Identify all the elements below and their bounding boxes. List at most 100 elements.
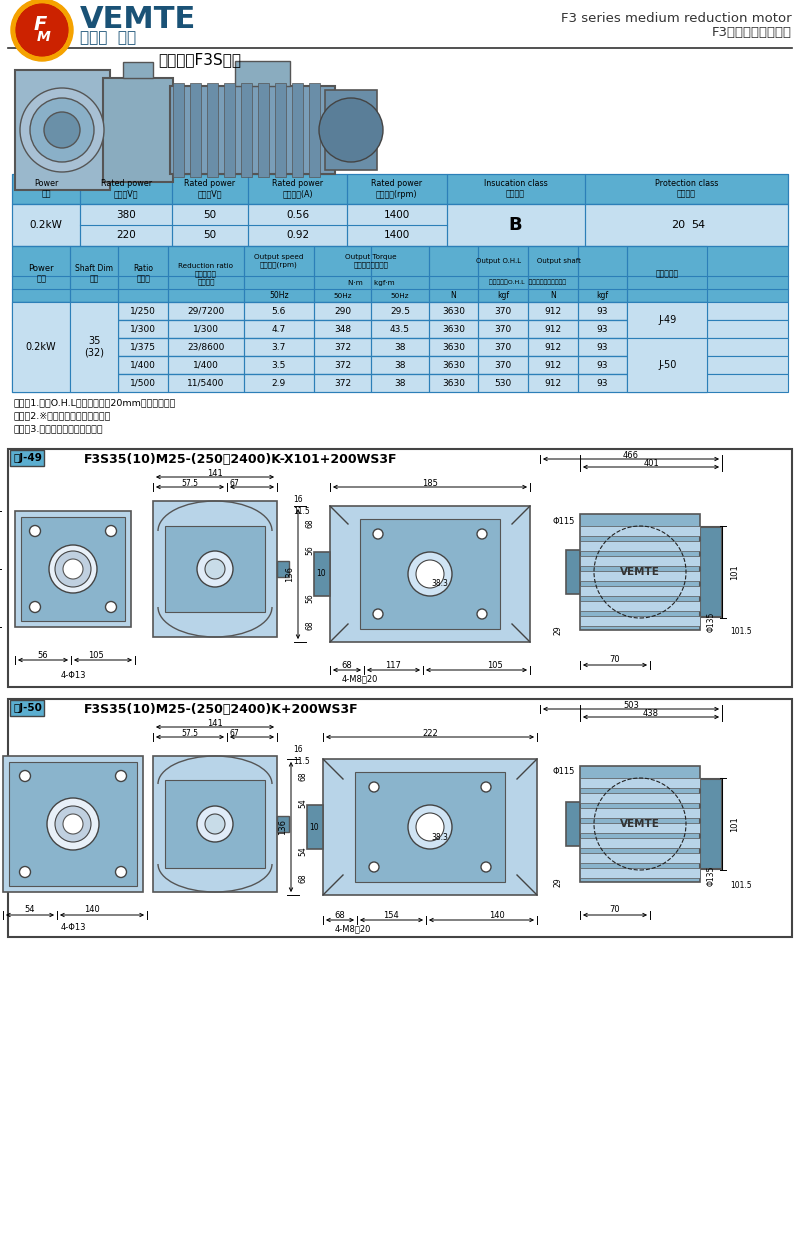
Circle shape bbox=[55, 551, 91, 587]
Bar bbox=[528, 246, 578, 302]
Text: Rated power
額定電流(A): Rated power 額定電流(A) bbox=[272, 180, 323, 199]
Text: F3 series medium reduction motor: F3 series medium reduction motor bbox=[562, 11, 792, 25]
Text: 380: 380 bbox=[116, 209, 136, 219]
Bar bbox=[9, 763, 137, 886]
Text: 68: 68 bbox=[306, 519, 314, 527]
Bar bbox=[566, 550, 580, 594]
Text: 141: 141 bbox=[207, 718, 223, 728]
Bar bbox=[15, 511, 131, 626]
Text: 4-M8深20: 4-M8深20 bbox=[335, 925, 371, 933]
Text: 136: 136 bbox=[286, 566, 294, 582]
Text: 185: 185 bbox=[422, 479, 438, 488]
Bar bbox=[12, 357, 70, 374]
Bar bbox=[12, 357, 788, 374]
Bar bbox=[478, 302, 528, 319]
Text: 56: 56 bbox=[306, 545, 314, 555]
Text: 5.6: 5.6 bbox=[272, 307, 286, 316]
Bar bbox=[528, 302, 578, 319]
Bar bbox=[371, 302, 429, 319]
Text: 圖J-50: 圖J-50 bbox=[13, 703, 42, 713]
Text: 101: 101 bbox=[730, 565, 739, 579]
Text: 57.5: 57.5 bbox=[182, 479, 198, 488]
Text: 912: 912 bbox=[544, 324, 562, 333]
Bar bbox=[528, 338, 578, 357]
Text: 3.5: 3.5 bbox=[272, 360, 286, 369]
Text: 68: 68 bbox=[298, 873, 307, 883]
Text: 38: 38 bbox=[394, 343, 406, 352]
Text: 370: 370 bbox=[494, 324, 512, 333]
Text: 222: 222 bbox=[422, 728, 438, 738]
Text: 54: 54 bbox=[298, 846, 307, 855]
Text: 912: 912 bbox=[544, 360, 562, 369]
Circle shape bbox=[319, 98, 383, 162]
Text: 56: 56 bbox=[306, 593, 314, 603]
Text: 912: 912 bbox=[544, 343, 562, 352]
Circle shape bbox=[49, 545, 97, 593]
Text: 同心中空F3S系列: 同心中空F3S系列 bbox=[158, 52, 242, 68]
Bar bbox=[12, 319, 70, 338]
Text: 101: 101 bbox=[730, 816, 739, 832]
Bar bbox=[360, 519, 500, 629]
Circle shape bbox=[30, 98, 94, 162]
Bar bbox=[429, 319, 478, 338]
Bar bbox=[12, 374, 70, 392]
Bar bbox=[580, 766, 700, 881]
Circle shape bbox=[19, 770, 30, 781]
Bar bbox=[478, 374, 528, 392]
Text: 3630: 3630 bbox=[442, 360, 465, 369]
Text: 29/7200: 29/7200 bbox=[187, 307, 225, 316]
Text: 38.3: 38.3 bbox=[431, 579, 449, 588]
Text: 3.括號（）為實心軸軸徑。: 3.括號（）為實心軸軸徑。 bbox=[14, 423, 104, 433]
Text: Power
功率: Power 功率 bbox=[34, 180, 58, 199]
Bar bbox=[307, 805, 323, 849]
Circle shape bbox=[205, 560, 225, 579]
Bar bbox=[224, 83, 235, 177]
Bar bbox=[292, 83, 303, 177]
Bar bbox=[248, 204, 347, 246]
Bar bbox=[580, 556, 700, 566]
Text: 141: 141 bbox=[207, 468, 223, 478]
Circle shape bbox=[369, 862, 379, 872]
Bar bbox=[70, 374, 118, 392]
Text: 10: 10 bbox=[310, 822, 319, 832]
Text: J-49: J-49 bbox=[658, 314, 677, 326]
Text: 401: 401 bbox=[643, 458, 659, 468]
Text: 23/8600: 23/8600 bbox=[187, 343, 225, 352]
Text: 3630: 3630 bbox=[442, 307, 465, 316]
Text: 0.92: 0.92 bbox=[286, 230, 309, 240]
Bar bbox=[244, 357, 314, 374]
Circle shape bbox=[47, 799, 99, 851]
Text: 1/300: 1/300 bbox=[130, 324, 156, 333]
Bar bbox=[446, 175, 585, 204]
Bar bbox=[627, 319, 707, 338]
Bar bbox=[314, 338, 371, 357]
Bar bbox=[165, 780, 265, 868]
Text: 348: 348 bbox=[334, 324, 351, 333]
Circle shape bbox=[30, 525, 41, 536]
Circle shape bbox=[63, 815, 83, 834]
Bar bbox=[580, 794, 700, 803]
Bar bbox=[700, 527, 722, 617]
Bar bbox=[580, 514, 700, 630]
Bar bbox=[80, 204, 172, 246]
Bar bbox=[277, 816, 289, 832]
Bar bbox=[566, 802, 580, 846]
Text: N: N bbox=[450, 291, 457, 300]
Text: 11.5: 11.5 bbox=[293, 758, 310, 766]
Text: 93: 93 bbox=[597, 379, 608, 387]
Text: 20: 20 bbox=[671, 220, 686, 230]
Circle shape bbox=[373, 529, 383, 539]
Text: 54: 54 bbox=[298, 799, 307, 808]
Text: 370: 370 bbox=[494, 343, 512, 352]
Text: （注）1.容許O.H.L為輸出軸端面20mm位置的數值。: （注）1.容許O.H.L為輸出軸端面20mm位置的數值。 bbox=[14, 397, 176, 407]
Bar bbox=[70, 357, 118, 374]
Bar bbox=[244, 302, 314, 319]
Text: 50: 50 bbox=[203, 209, 217, 219]
Text: B: B bbox=[509, 215, 522, 234]
Bar bbox=[80, 175, 172, 204]
Text: 93: 93 bbox=[597, 343, 608, 352]
Bar bbox=[172, 204, 248, 246]
Text: 11/5400: 11/5400 bbox=[187, 379, 225, 387]
Bar bbox=[627, 374, 707, 392]
Bar bbox=[314, 302, 371, 319]
